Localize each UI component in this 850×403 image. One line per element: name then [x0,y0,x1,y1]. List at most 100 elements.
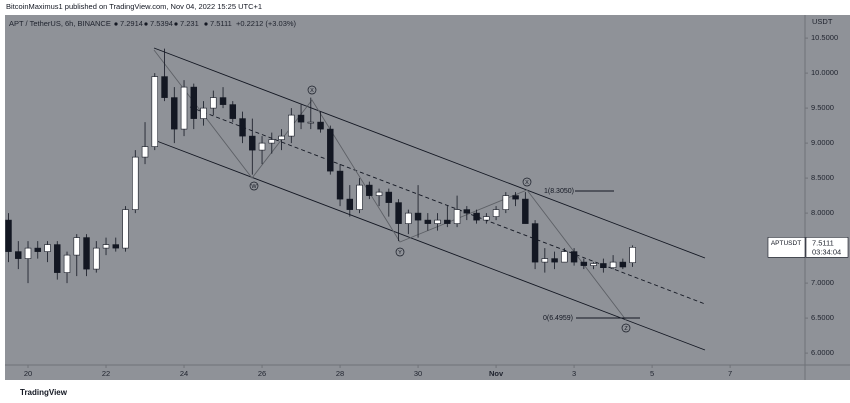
header-value: 7.5394 [150,19,173,28]
candle-body [375,191,383,196]
candle-body [288,114,295,137]
candle-body [249,135,256,151]
x-tick-label: 22 [102,369,110,378]
candle-body [551,258,558,263]
header-value: 7.231 [180,19,199,28]
candle-body [190,86,198,119]
candle-body [336,170,344,200]
candle-body [268,139,276,144]
wave-label: Y [398,250,402,256]
x-tick-label: 20 [24,369,32,378]
y-tick-label: 9.5000 [811,103,834,112]
candle-body [102,244,110,249]
candle-body [258,142,266,151]
candle-body [83,237,90,270]
y-tick-label: 6.5000 [811,313,834,322]
wave-label: W [251,184,257,190]
candle-body [24,247,32,259]
candle-body [444,219,451,224]
x-tick-label: Nov [489,369,504,378]
channel-upper [153,47,706,259]
y-tick-label: 7.0000 [811,278,834,287]
candle-body [229,104,237,119]
x-tick-label: 3 [572,369,576,378]
y-tick-label: 10.0000 [811,68,838,77]
wave-circle [307,85,317,95]
candle-body [73,237,80,256]
candle-body [385,191,393,203]
candle-body [317,121,324,130]
candle-body [210,97,217,109]
candle-body [570,251,578,263]
price-label-symbol: APTUSDT [771,240,801,247]
fib-label: 1(8.3050) [544,188,574,195]
candle-body [405,212,412,224]
candle-body [5,219,12,252]
candle-body [609,261,617,269]
candle-body [151,76,159,147]
candle-body [15,251,22,259]
x-tick-label: 26 [258,369,266,378]
candle-body [600,263,607,268]
price-label-box [767,237,806,258]
y-tick-label: 8.0000 [811,208,834,217]
candle-body [434,219,441,224]
footer-logo: TradingView [20,388,68,397]
candle-body [34,247,41,252]
candle-body [590,263,597,266]
countdown: 03:34:04 [812,247,841,256]
candle-body [502,195,510,210]
candle-body [512,195,519,200]
candle-body [200,107,207,119]
wave-circle [249,181,259,191]
channel-mid [189,106,706,305]
y-tick-label: 6.0000 [811,348,834,357]
wave-path [153,49,627,321]
candle-body [132,156,139,210]
wave-label: X [310,88,314,94]
candle-body [463,209,471,214]
x-tick-label: 30 [414,369,422,378]
y-tick-label: 10.5000 [811,33,838,42]
annotations: 1(8.3050) 0(6.4959) [153,47,706,351]
x-tick-label: 24 [180,369,188,378]
candle-body [112,244,120,249]
price-label-value: 7.5111 [812,238,834,247]
y-tick-label: 8.5000 [811,173,834,182]
header-change: +0.2212 (+3.03%) [236,19,297,28]
publisher: BitcoinMaximus1 published on TradingView… [6,2,262,11]
candle-body [580,261,588,266]
candle-body [619,261,627,268]
candle-body [453,209,461,224]
symbol-title: APT / TetherUS, 6h, BINANCE [9,19,111,28]
candle-body [171,97,178,130]
y-tick-label: 9.0000 [811,138,834,147]
header-value: 7.5111 [210,19,232,28]
candle-body [239,118,246,137]
candle-body [54,244,61,273]
candle-body [141,146,149,158]
candle-body [122,209,129,249]
candle-body [414,212,422,221]
candle-body [473,212,480,221]
header-dot [174,22,178,26]
y-axis-label: USDT [812,17,833,26]
x-tick-label: 5 [650,369,654,378]
candle-body [180,86,188,130]
wave-circle [621,323,631,333]
candle-body [395,202,402,224]
candle-body [492,209,500,217]
candle-body [297,114,305,123]
candle-body [346,198,354,210]
channel-lower [153,139,706,351]
candle-body [356,184,363,210]
candle-body [161,76,168,98]
header-value: 7.2914 [120,19,143,28]
candle-body [541,258,549,263]
price-box [805,237,849,258]
header-dot [114,22,118,26]
fib-label: 0(6.4959) [543,315,573,322]
candle-body [561,251,568,263]
candle-body [366,184,373,196]
candle-body [629,247,636,264]
